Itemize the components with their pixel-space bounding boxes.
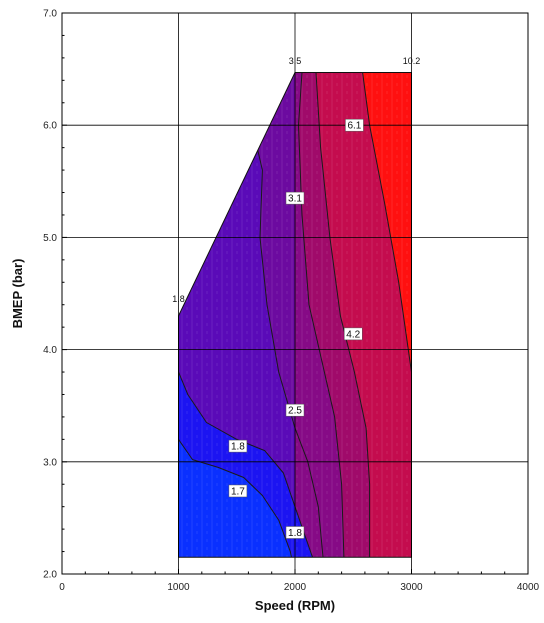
x-tick-label: 2000 — [284, 582, 307, 593]
contour-label: 3.1 — [288, 194, 302, 205]
x-tick-label: 1000 — [167, 582, 190, 593]
corner-labels: 1.8 3.5 10.2 — [172, 56, 420, 304]
contour-label: 4.2 — [346, 329, 360, 340]
corner-value-label: 1.8 — [172, 294, 185, 304]
y-tick-label: 5.0 — [43, 233, 57, 244]
contour-label: 1.8 — [231, 442, 245, 453]
contour-line — [362, 72, 412, 373]
contour-label-box — [285, 191, 305, 205]
contour-label: 2.5 — [288, 406, 302, 417]
x-axis-title: Speed (RPM) — [255, 598, 335, 613]
y-tick-label: 7.0 — [43, 9, 57, 20]
contour-label-box — [228, 484, 248, 498]
grid-lines — [62, 13, 528, 574]
contour-label: 1.7 — [231, 486, 245, 497]
contour-label-box — [285, 526, 305, 539]
contour-label-box — [345, 118, 364, 132]
contour-line — [315, 72, 371, 558]
y-tick-label: 6.0 — [43, 121, 57, 132]
contour-label: 6.1 — [347, 121, 361, 132]
contour-labels: 1.8 1.7 1.8 2.5 3.1 4.2 6.1 — [228, 118, 364, 539]
x-tick-label: 0 — [59, 582, 65, 593]
contour-label: 1.8 — [288, 528, 302, 539]
y-axis-title: BMEP (bar) — [10, 259, 25, 329]
x-tick-label: 3000 — [400, 582, 423, 593]
corner-value-label: 3.5 — [289, 56, 302, 66]
contour-lines — [178, 72, 412, 558]
contour-line — [298, 72, 345, 558]
contour-label-box — [228, 439, 248, 453]
x-tick-label: 4000 — [517, 582, 540, 593]
contour-line — [178, 439, 292, 558]
axis-ticks: 0 1000 2000 3000 4000 2.0 3.0 4.0 5.0 6.0 7.0 — [43, 9, 539, 594]
y-tick-label: 2.0 — [43, 570, 57, 581]
y-tick-label: 3.0 — [43, 457, 57, 468]
corner-value-label: 10.2 — [403, 56, 421, 66]
y-tick-label: 4.0 — [43, 345, 57, 356]
contour-label-box — [285, 403, 305, 417]
contour-label-box — [344, 327, 363, 341]
contour-line — [257, 149, 324, 558]
